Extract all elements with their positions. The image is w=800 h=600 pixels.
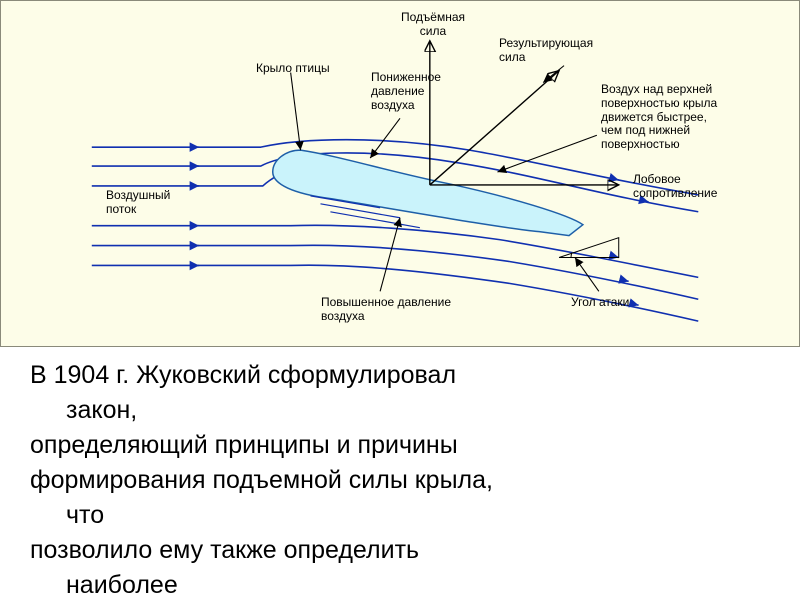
label-high-pressure: Повышенное давлениевоздуха <box>321 296 451 324</box>
label-low-pressure: Пониженноедавлениевоздуха <box>371 71 441 112</box>
para-4b: наиболее <box>30 569 770 600</box>
label-air-flow: Воздушныйпоток <box>106 189 170 217</box>
para-4a: позволило ему также определить <box>30 534 770 567</box>
label-air-above: Воздух над верхнейповерхностью крыладвиж… <box>601 83 717 152</box>
label-angle: Угол атаки <box>571 296 629 310</box>
label-lift: Подъёмнаясила <box>401 11 465 39</box>
para-3a: формирования подъемной силы крыла, <box>30 464 770 497</box>
para-1b: закон, <box>30 394 770 427</box>
label-drag: Лобовоесопротивление <box>633 173 717 201</box>
para-2: определяющий принципы и причины <box>30 429 770 462</box>
angle-triangle <box>559 238 619 258</box>
streamlines <box>92 140 698 321</box>
wing-diagram: Воздушныйпоток Крыло птицы Подъёмнаясила… <box>0 0 800 347</box>
resultant-arrow <box>430 71 559 185</box>
label-resultant: Результирующаясила <box>499 37 593 65</box>
body-text: В 1904 г. Жуковский сформулировал закон,… <box>0 347 800 600</box>
para-3b: что <box>30 499 770 532</box>
label-wing: Крыло птицы <box>256 62 330 76</box>
para-1a: В 1904 г. Жуковский сформулировал <box>30 359 770 392</box>
